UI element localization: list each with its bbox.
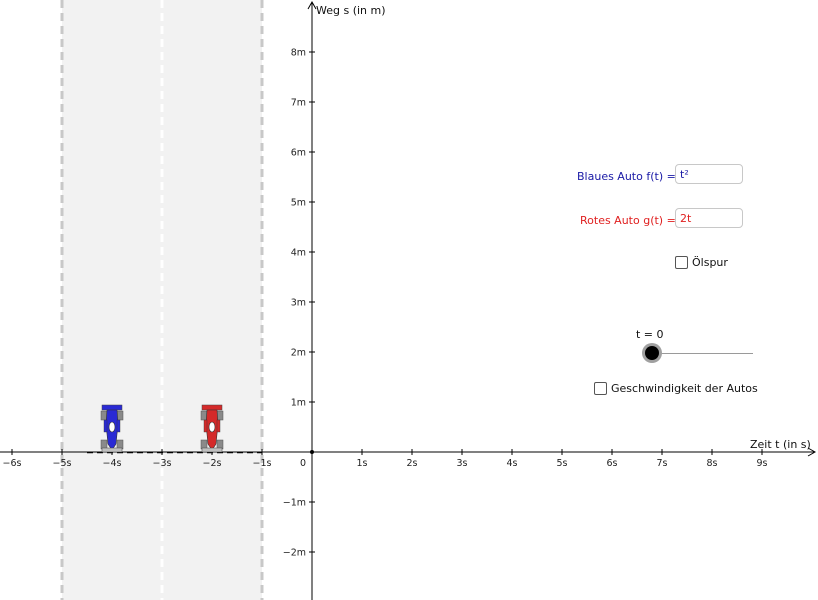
x-tick-label: 1s bbox=[357, 458, 368, 469]
red-car-label: Rotes Auto g(t) = bbox=[580, 214, 676, 227]
x-tick-label: −4s bbox=[103, 458, 122, 469]
time-slider-knob[interactable] bbox=[645, 346, 659, 360]
x-axis-arrow bbox=[807, 447, 817, 457]
x-tick-label: −2s bbox=[203, 458, 222, 469]
red-car-cockpit bbox=[208, 421, 216, 433]
blue-car-cockpit bbox=[108, 421, 116, 433]
speed-checkbox-box[interactable] bbox=[594, 382, 607, 395]
cars bbox=[100, 404, 224, 453]
blue-car-sidepod-right bbox=[116, 419, 121, 433]
speed-label: Geschwindigkeit der Autos bbox=[611, 382, 758, 395]
red-car-rear-wing bbox=[201, 404, 223, 411]
y-tick-label: 1m bbox=[291, 398, 306, 409]
x-tick-label: −1s bbox=[253, 458, 272, 469]
oil-trace-checkbox[interactable]: Ölspur bbox=[675, 256, 728, 269]
red-car bbox=[200, 404, 224, 453]
origin-point bbox=[310, 450, 314, 454]
red-car-wheel-fl bbox=[200, 439, 208, 450]
slider-label: t = 0 bbox=[636, 328, 664, 341]
x-tick-label: 5s bbox=[557, 458, 568, 469]
red-car-wheel-fr bbox=[216, 439, 224, 450]
y-axis-title: Weg s (in m) bbox=[316, 4, 386, 17]
y-tick-label: 8m bbox=[291, 48, 306, 59]
y-axis-arrow bbox=[307, 0, 317, 10]
blue-car-label: Blaues Auto f(t) = bbox=[577, 170, 676, 183]
y-tick-label: −1m bbox=[283, 498, 306, 509]
x-tick-label: 2s bbox=[407, 458, 418, 469]
x-tick-label: 7s bbox=[657, 458, 668, 469]
x-tick-label: 6s bbox=[607, 458, 618, 469]
blue-car-wheel-fl bbox=[100, 439, 108, 450]
red-car-front-wing bbox=[201, 447, 223, 453]
time-slider-track[interactable] bbox=[652, 353, 753, 354]
x-tick-label: 4s bbox=[507, 458, 518, 469]
y-tick-label: 4m bbox=[291, 248, 306, 259]
x-axis-title: Zeit t (in s) bbox=[750, 438, 811, 451]
tick-labels: −6s −5s −4s −3s −2s −1s 0 1s 2s 3s 4s 5s 6s 7s 8s 9s 8m 7… bbox=[3, 48, 768, 559]
oil-trace-label: Ölspur bbox=[692, 256, 728, 269]
x-tick-label: 8s bbox=[707, 458, 718, 469]
red-car-sidepod-right bbox=[216, 419, 221, 433]
blue-car-sidepod-left bbox=[103, 419, 108, 433]
blue-car-rear-wing bbox=[101, 404, 123, 411]
x-tick-label: −5s bbox=[53, 458, 72, 469]
y-tick-label: 5m bbox=[291, 198, 306, 209]
oil-trace-checkbox-box[interactable] bbox=[675, 256, 688, 269]
y-tick-label: 2m bbox=[291, 348, 306, 359]
red-car-input[interactable]: 2t bbox=[675, 208, 743, 228]
x-tick-label: 9s bbox=[757, 458, 768, 469]
x-tick-label: −6s bbox=[3, 458, 22, 469]
road bbox=[60, 0, 264, 600]
speed-checkbox[interactable]: Geschwindigkeit der Autos bbox=[594, 382, 758, 395]
blue-car bbox=[100, 404, 124, 453]
blue-car-wheel-fr bbox=[116, 439, 124, 450]
y-tick-label: 6m bbox=[291, 148, 306, 159]
x-tick-label: −3s bbox=[153, 458, 172, 469]
x-tick-label: 3s bbox=[457, 458, 468, 469]
blue-car-front-wing bbox=[101, 447, 123, 453]
y-tick-label: −2m bbox=[283, 548, 306, 559]
y-tick-label: 3m bbox=[291, 298, 306, 309]
red-car-sidepod-left bbox=[203, 419, 208, 433]
y-tick-label: 7m bbox=[291, 98, 306, 109]
x-tick-label: 0 bbox=[300, 458, 306, 469]
blue-car-input[interactable]: t² bbox=[675, 164, 743, 184]
